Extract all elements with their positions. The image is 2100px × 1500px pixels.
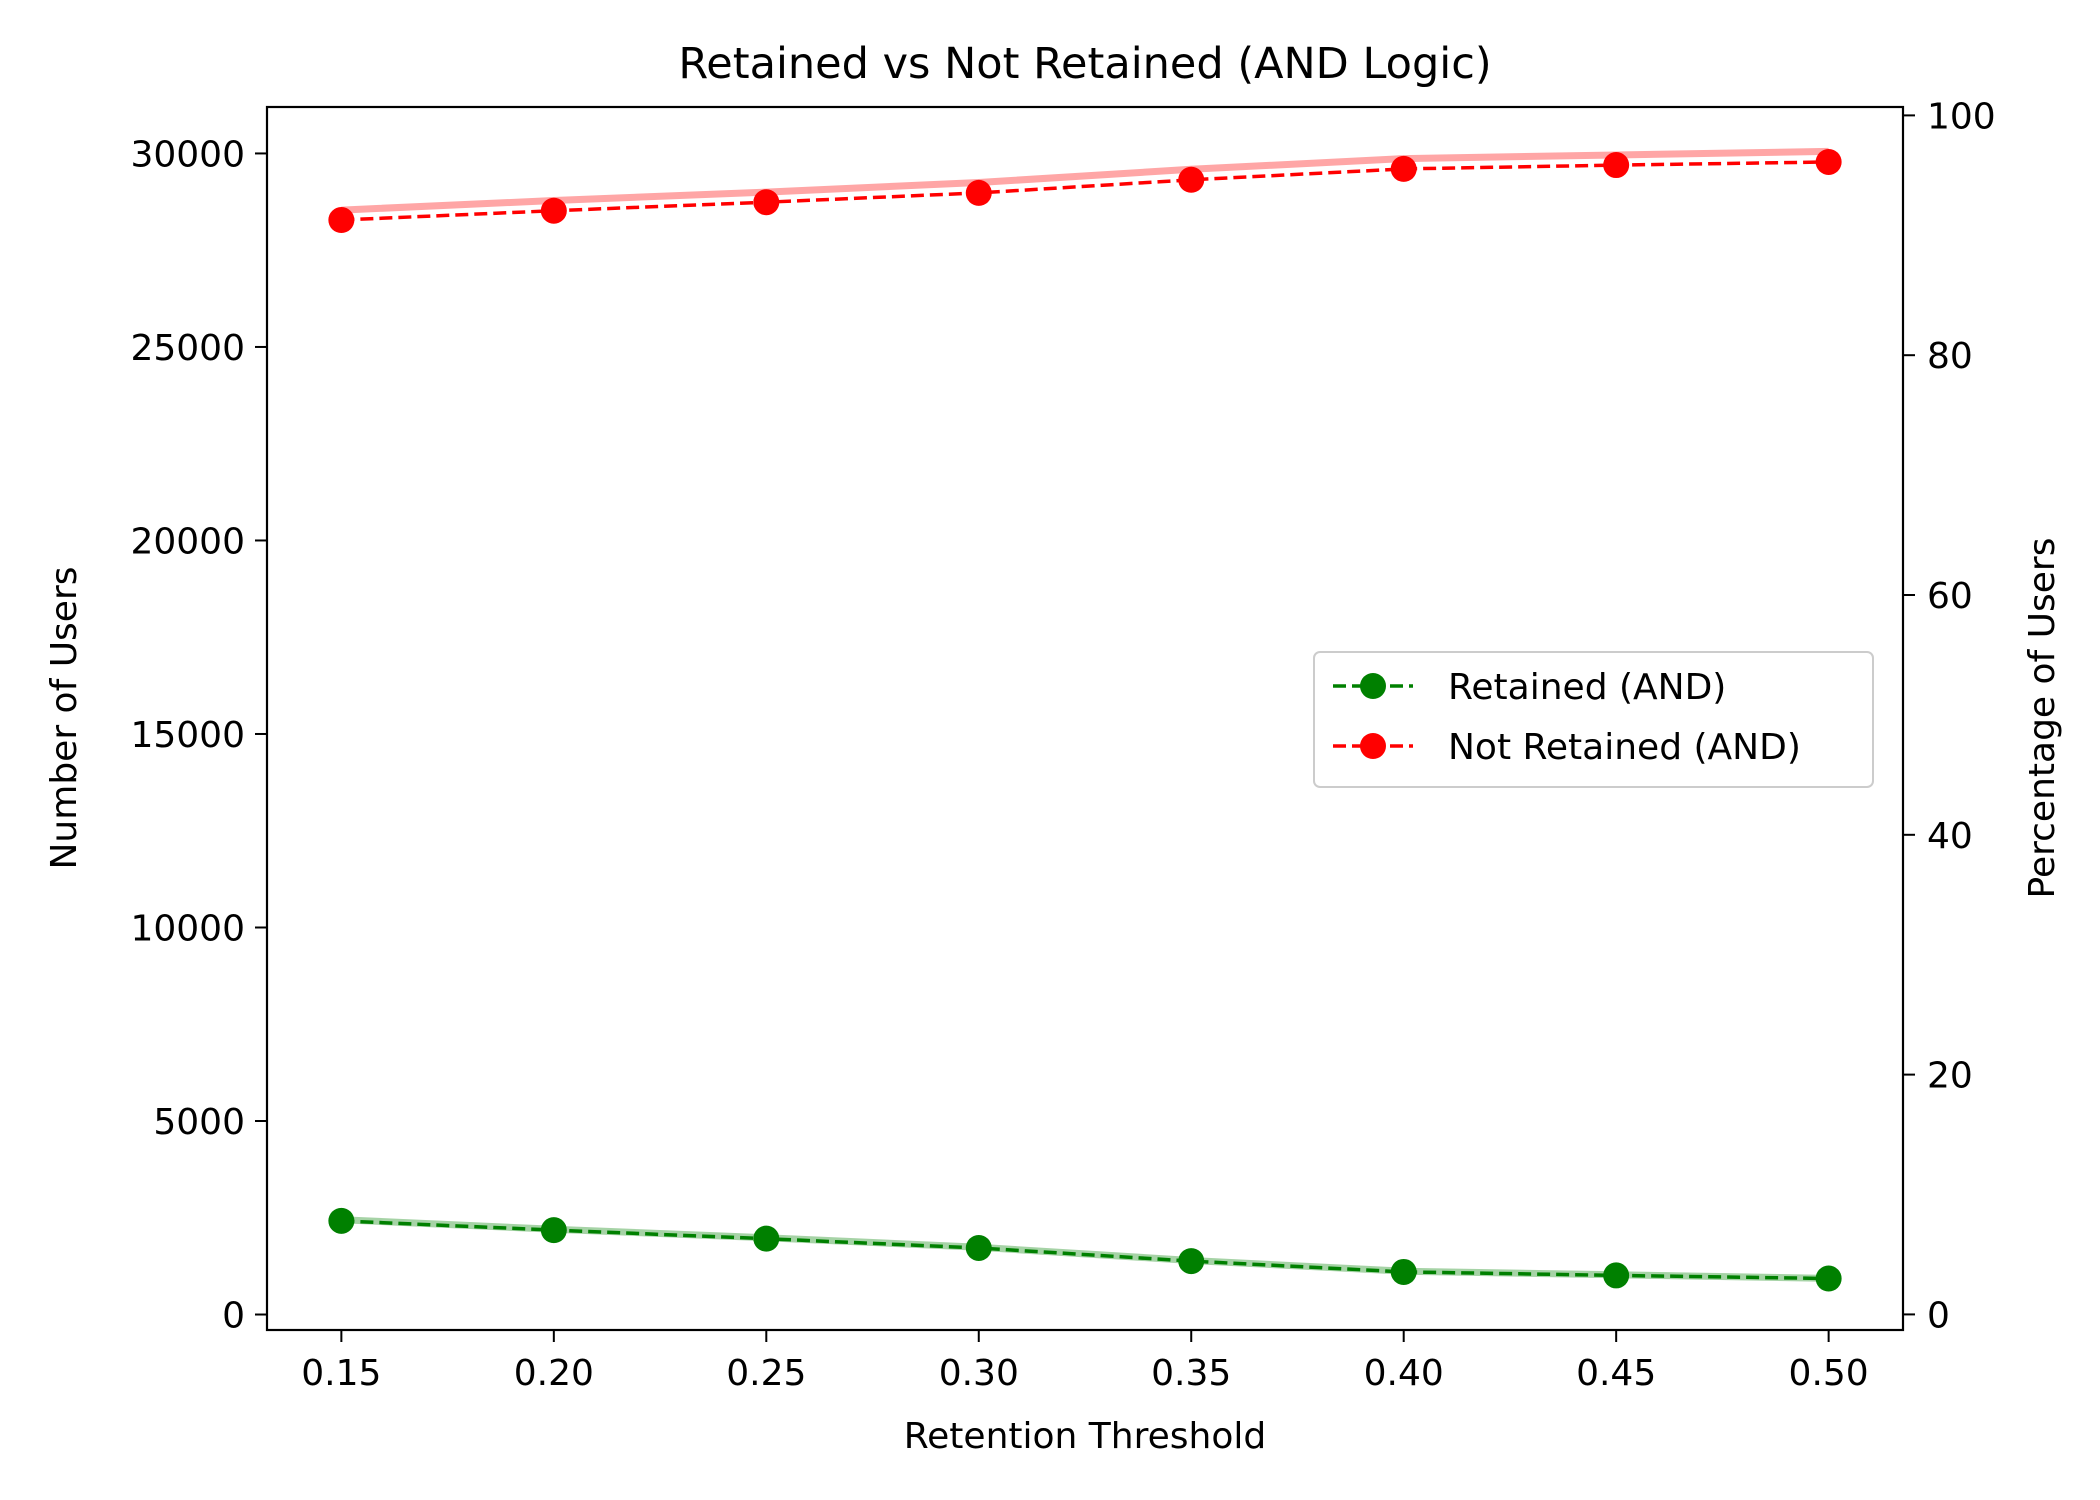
data-point-retained-and <box>328 1207 355 1234</box>
y-axis-right: 0 20 40 60 80 100 <box>1903 96 1996 1336</box>
legend-marker-retained <box>1360 673 1386 699</box>
data-point-retained-and <box>1815 1265 1842 1292</box>
y-tick-label: 25000 <box>130 328 245 369</box>
data-point-not-retained-and <box>965 179 992 206</box>
y-axis-label: Number of Users <box>44 566 85 869</box>
y2-tick-label: 0 <box>1927 1295 1950 1336</box>
y-tick-label: 10000 <box>130 908 245 949</box>
legend-item-not-retained: Not Retained (AND) <box>1333 727 1801 768</box>
y2-tick-label: 40 <box>1927 816 1973 857</box>
data-point-retained-and <box>540 1217 567 1244</box>
y-tick-label: 30000 <box>130 134 245 175</box>
legend-frame <box>1313 651 1874 788</box>
x-axis-label: Retention Threshold <box>904 1416 1266 1457</box>
legend-item-retained: Retained (AND) <box>1333 667 1726 708</box>
plot-frame <box>265 105 1905 1332</box>
y-tick-label: 0 <box>222 1296 245 1337</box>
data-point-not-retained-and <box>1390 155 1417 182</box>
data-point-not-retained-and <box>1815 148 1842 175</box>
data-point-not-retained-and <box>1603 152 1630 179</box>
y-tick-label: 20000 <box>130 521 245 562</box>
x-tick-label: 0.20 <box>514 1353 594 1394</box>
data-point-retained-and <box>965 1234 992 1261</box>
y-tick-label: 15000 <box>130 715 245 756</box>
legend-marker-not-retained <box>1360 733 1386 759</box>
x-tick-label: 0.45 <box>1576 1353 1656 1394</box>
chart-title: Retained vs Not Retained (AND Logic) <box>678 39 1491 89</box>
x-tick-label: 0.25 <box>726 1353 806 1394</box>
series-line-retained-and <box>341 1219 1829 1281</box>
x-tick-label: 0.50 <box>1789 1353 1869 1394</box>
plot-area <box>265 105 1905 1332</box>
y2-tick-label: 20 <box>1927 1056 1973 1097</box>
y2-axis-label: Percentage of Users <box>2022 538 2063 899</box>
y2-tick-label: 60 <box>1927 576 1973 617</box>
y2-tick-label: 80 <box>1927 336 1973 377</box>
x-tick-label: 0.15 <box>301 1353 381 1394</box>
data-point-retained-and <box>1390 1258 1417 1285</box>
x-tick-label: 0.35 <box>1151 1353 1231 1394</box>
data-point-not-retained-and <box>540 197 567 224</box>
legend-label-not-retained: Not Retained (AND) <box>1448 727 1801 768</box>
data-point-retained-and <box>753 1225 780 1252</box>
data-point-not-retained-and <box>328 207 355 234</box>
y-axis-left: 0 5000 10000 15000 20000 25000 30000 <box>130 134 267 1337</box>
data-point-retained-and <box>1603 1262 1630 1289</box>
legend-label-retained: Retained (AND) <box>1448 667 1726 708</box>
x-tick-label: 0.30 <box>939 1353 1019 1394</box>
legend: Retained (AND) Not Retained (AND) <box>1313 651 1874 788</box>
y2-tick-label: 100 <box>1927 96 1996 137</box>
data-point-retained-and <box>1178 1248 1205 1275</box>
x-tick-label: 0.40 <box>1364 1353 1444 1394</box>
series-line-not-retained-and <box>341 160 1829 222</box>
data-point-not-retained-and <box>753 189 780 216</box>
series-layer <box>328 147 1842 1292</box>
data-point-not-retained-and <box>1178 166 1205 193</box>
x-axis: 0.15 0.20 0.25 0.30 0.35 0.40 0.45 0.50 <box>301 1330 1869 1394</box>
series-line-percent-not-retained-and <box>341 147 1829 214</box>
y-tick-label: 5000 <box>153 1102 245 1143</box>
